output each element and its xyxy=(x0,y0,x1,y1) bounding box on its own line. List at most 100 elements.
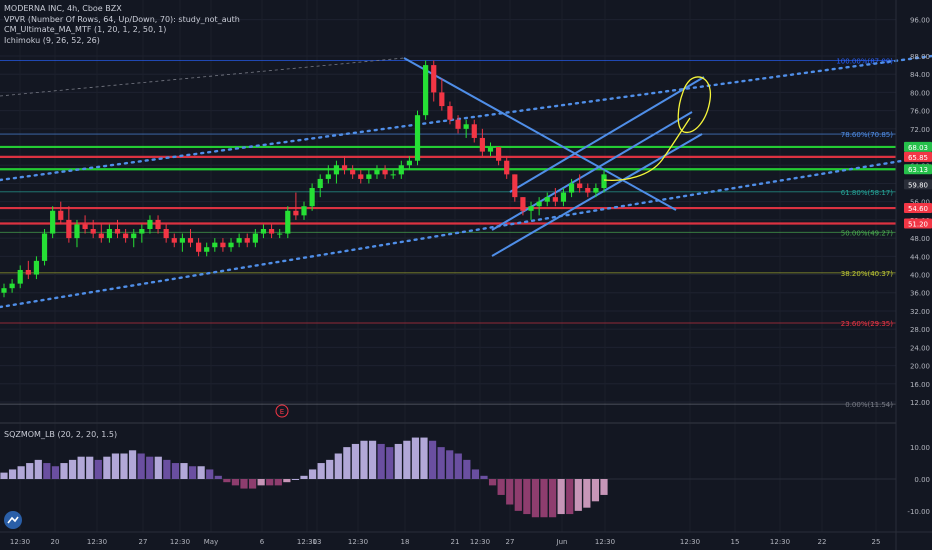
momentum-bar[interactable] xyxy=(17,466,25,479)
candle[interactable] xyxy=(50,206,56,239)
indicator-ichimoku[interactable]: Ichimoku (9, 26, 52, 26) xyxy=(4,35,100,45)
momentum-bar[interactable] xyxy=(163,459,171,479)
momentum-bar[interactable] xyxy=(274,479,282,486)
candle[interactable] xyxy=(358,169,364,184)
candle[interactable] xyxy=(260,224,267,239)
momentum-bar[interactable] xyxy=(351,443,360,479)
momentum-bar[interactable] xyxy=(111,453,120,480)
candle[interactable] xyxy=(163,224,169,243)
candle[interactable] xyxy=(560,188,567,207)
momentum-bar[interactable] xyxy=(86,456,94,479)
momentum-bar[interactable] xyxy=(428,440,437,479)
momentum-bar[interactable] xyxy=(523,479,531,515)
candle[interactable] xyxy=(301,201,307,220)
earnings-marker[interactable]: E xyxy=(275,404,289,418)
momentum-bar[interactable] xyxy=(437,447,445,479)
momentum-bar[interactable] xyxy=(266,479,274,486)
candle[interactable] xyxy=(309,183,315,211)
momentum-bar[interactable] xyxy=(103,456,111,479)
candle[interactable] xyxy=(25,260,31,280)
candle[interactable] xyxy=(58,201,64,225)
candle[interactable] xyxy=(528,201,534,220)
candle[interactable] xyxy=(277,229,283,239)
candle[interactable] xyxy=(333,160,340,184)
candle[interactable] xyxy=(431,60,437,102)
gray-dashed-trendline[interactable] xyxy=(0,57,405,97)
candle[interactable] xyxy=(447,101,453,125)
candle[interactable] xyxy=(82,215,88,234)
candle[interactable] xyxy=(139,224,145,243)
candle[interactable] xyxy=(123,229,129,243)
momentum-bar[interactable] xyxy=(146,456,154,479)
momentum-bar[interactable] xyxy=(68,459,77,479)
momentum-bar[interactable] xyxy=(548,479,557,518)
momentum-bar[interactable] xyxy=(394,443,402,479)
candle[interactable] xyxy=(601,169,607,193)
momentum-bar[interactable] xyxy=(154,456,162,479)
indicator-vpvr[interactable]: VPVR (Number Of Rows, 64, Up/Down, 70): … xyxy=(4,14,240,24)
candle[interactable] xyxy=(106,224,113,243)
candle[interactable] xyxy=(390,169,396,179)
candle[interactable] xyxy=(131,229,137,248)
candle[interactable] xyxy=(268,224,275,239)
momentum-bar[interactable] xyxy=(454,453,462,480)
candle[interactable] xyxy=(66,206,72,243)
momentum-bar[interactable] xyxy=(248,479,257,489)
candle[interactable] xyxy=(325,165,331,184)
candle[interactable] xyxy=(244,233,250,248)
candle[interactable] xyxy=(74,219,80,248)
candle[interactable] xyxy=(544,192,550,207)
momentum-bar[interactable] xyxy=(480,475,488,479)
momentum-bar[interactable] xyxy=(326,459,334,479)
momentum-bar[interactable] xyxy=(180,463,188,479)
momentum-bar[interactable] xyxy=(0,472,8,479)
candle[interactable] xyxy=(114,219,121,239)
candle[interactable] xyxy=(212,238,218,252)
rising-channel-bottom[interactable] xyxy=(491,133,703,257)
momentum-bar[interactable] xyxy=(223,479,231,483)
candle[interactable] xyxy=(350,165,356,179)
momentum-bar[interactable] xyxy=(257,479,265,486)
candle[interactable] xyxy=(495,147,502,166)
candle[interactable] xyxy=(593,183,599,198)
momentum-bar[interactable] xyxy=(34,459,42,479)
candle[interactable] xyxy=(374,165,380,179)
momentum-bar[interactable] xyxy=(540,479,548,518)
descending-trendline[interactable] xyxy=(403,57,677,211)
candle[interactable] xyxy=(471,119,477,143)
momentum-bar[interactable] xyxy=(77,456,85,479)
candle[interactable] xyxy=(1,283,7,298)
momentum-bar[interactable] xyxy=(291,479,300,480)
candle[interactable] xyxy=(406,156,413,170)
momentum-bar[interactable] xyxy=(463,459,471,479)
momentum-bar[interactable] xyxy=(188,466,197,479)
momentum-bar[interactable] xyxy=(308,469,317,479)
momentum-bar[interactable] xyxy=(497,479,505,495)
candle[interactable] xyxy=(171,233,177,248)
momentum-bar[interactable] xyxy=(26,463,34,479)
momentum-bar[interactable] xyxy=(557,479,565,515)
momentum-bar[interactable] xyxy=(283,479,291,483)
momentum-bar[interactable] xyxy=(171,463,180,479)
candle[interactable] xyxy=(382,165,388,179)
momentum-bar[interactable] xyxy=(128,450,137,479)
indicator-ma-mtf[interactable]: CM_Ultimate_MA_MTF (1, 20, 1, 2, 50, 1) xyxy=(4,25,167,34)
candle[interactable] xyxy=(552,188,558,207)
candle[interactable] xyxy=(439,78,445,111)
candle[interactable] xyxy=(414,110,421,166)
symbol-title[interactable]: MODERNA INC, 4h, Cboe BZX xyxy=(4,4,122,13)
lower-dotted-trendline[interactable] xyxy=(0,154,932,309)
momentum-bar[interactable] xyxy=(566,479,574,515)
momentum-bar[interactable] xyxy=(8,469,17,479)
rising-channel-top[interactable] xyxy=(509,76,705,193)
momentum-bar[interactable] xyxy=(231,479,240,486)
candle[interactable] xyxy=(204,242,210,257)
momentum-bar[interactable] xyxy=(377,443,385,479)
candle[interactable] xyxy=(455,115,461,134)
upper-dotted-trendline[interactable] xyxy=(0,54,932,182)
candle[interactable] xyxy=(147,215,153,234)
candle[interactable] xyxy=(512,174,518,202)
momentum-bar[interactable] xyxy=(51,466,60,479)
momentum-bar[interactable] xyxy=(506,479,514,505)
